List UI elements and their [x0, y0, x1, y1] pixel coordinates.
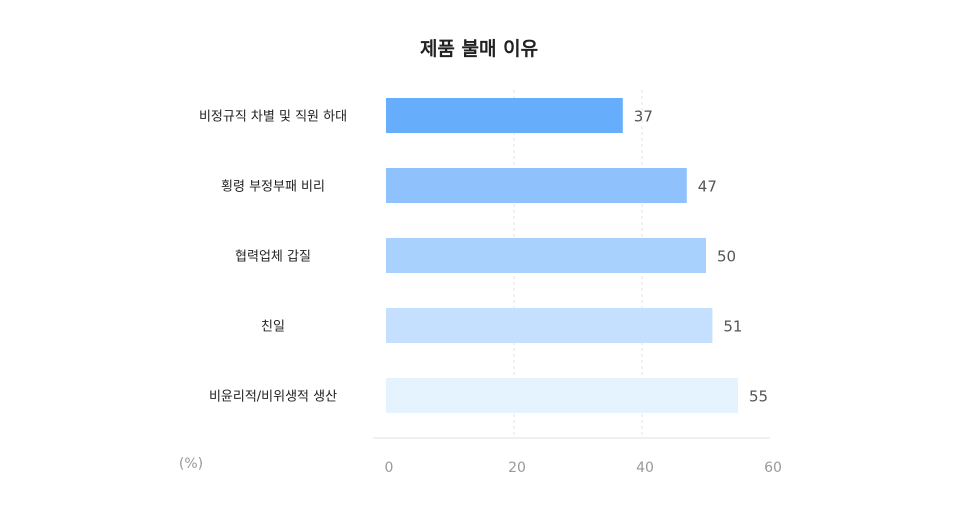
category-label: 협력업체 갑질 — [235, 250, 311, 265]
chart-title: 제품 불매 이유 — [420, 38, 538, 60]
bar — [386, 378, 738, 413]
bar — [386, 98, 623, 133]
value-label: 51 — [723, 318, 742, 336]
bar — [386, 308, 713, 343]
category-label: 친일 — [261, 320, 285, 335]
x-tick-label: 0 — [385, 460, 394, 476]
category-label: 비정규직 차별 및 직원 하대 — [199, 110, 347, 125]
x-tick-label: 40 — [636, 460, 654, 476]
x-tick-label: 60 — [764, 460, 782, 476]
value-label: 37 — [634, 108, 653, 126]
unit-label: (%) — [179, 456, 203, 472]
category-label: 비윤리적/비위생적 생산 — [209, 390, 337, 405]
value-label: 47 — [698, 178, 717, 196]
bars: 비정규직 차별 및 직원 하대 37 횡령 부정부패 비리 47 협력업체 갑질 50 친일… — [199, 98, 768, 413]
bar — [386, 238, 706, 273]
category-label: 횡령 부정부패 비리 — [221, 180, 325, 195]
value-label: 50 — [717, 248, 736, 266]
value-label: 55 — [749, 388, 768, 406]
x-axis-ticks: 0 20 40 60 — [385, 460, 782, 476]
x-tick-label: 20 — [508, 460, 526, 476]
bar — [386, 168, 687, 203]
